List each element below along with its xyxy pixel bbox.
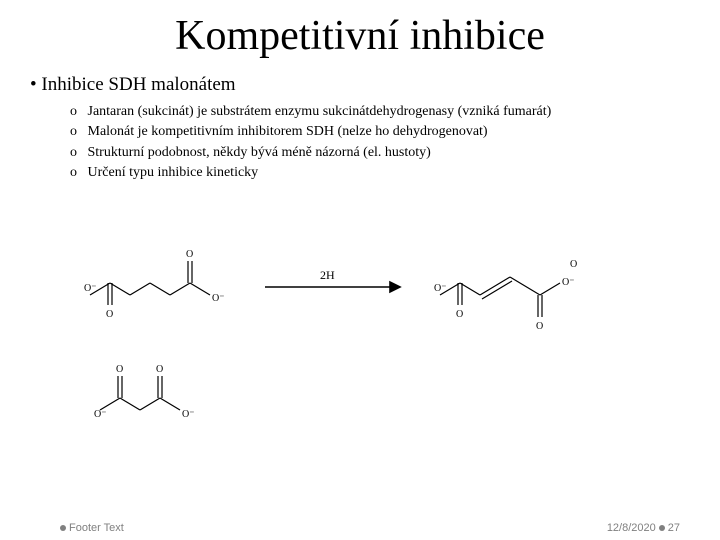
footer-date: 12/8/2020 xyxy=(607,522,656,534)
atom-label: O xyxy=(156,364,163,375)
bullet-list-lvl1: Inhibice SDH malonátem xyxy=(30,74,680,96)
atom-label: O xyxy=(456,309,463,320)
bullet-icon xyxy=(659,525,665,531)
slide: Kompetitivní inhibice Inhibice SDH malon… xyxy=(0,0,720,540)
bullet-list-lvl2: Jantaran (sukcinát) je substrátem enzymu… xyxy=(70,102,680,183)
atom-label: O⁻ xyxy=(562,277,575,288)
atom-label: O⁻ xyxy=(434,283,447,294)
atom-label: O xyxy=(116,364,123,375)
atom-label: O xyxy=(536,321,543,332)
footer-right: 12/8/2020 27 xyxy=(607,522,680,534)
atom-label: O xyxy=(106,309,113,320)
atom-label: O xyxy=(186,249,193,260)
atom-label: O⁻ xyxy=(212,293,225,304)
footer-left: Footer Text xyxy=(60,522,124,534)
reaction-label-2h: 2H xyxy=(320,268,335,282)
bullet-icon xyxy=(60,525,66,531)
reaction-diagram: O⁻ O O O⁻ 2H xyxy=(70,225,650,455)
bullet-lvl2-item: Malonát je kompetitivním inhibitorem SDH… xyxy=(70,122,680,142)
footer-text: Footer Text xyxy=(69,522,124,534)
page-title: Kompetitivní inhibice xyxy=(40,12,680,60)
atom-label: O⁻ xyxy=(182,409,195,420)
bullet-lvl1-item: Inhibice SDH malonátem xyxy=(30,74,680,96)
bullet-lvl2-item: Jantaran (sukcinát) je substrátem enzymu… xyxy=(70,102,680,122)
bullet-lvl2-item: Určení typu inhibice kineticky xyxy=(70,163,680,183)
bullet-lvl2-item: Strukturní podobnost, někdy bývá méně ná… xyxy=(70,143,680,163)
atom-label: O⁻ xyxy=(84,283,97,294)
atom-label: O xyxy=(570,259,577,270)
footer-page: 27 xyxy=(668,522,680,534)
atom-label: O⁻ xyxy=(94,409,107,420)
